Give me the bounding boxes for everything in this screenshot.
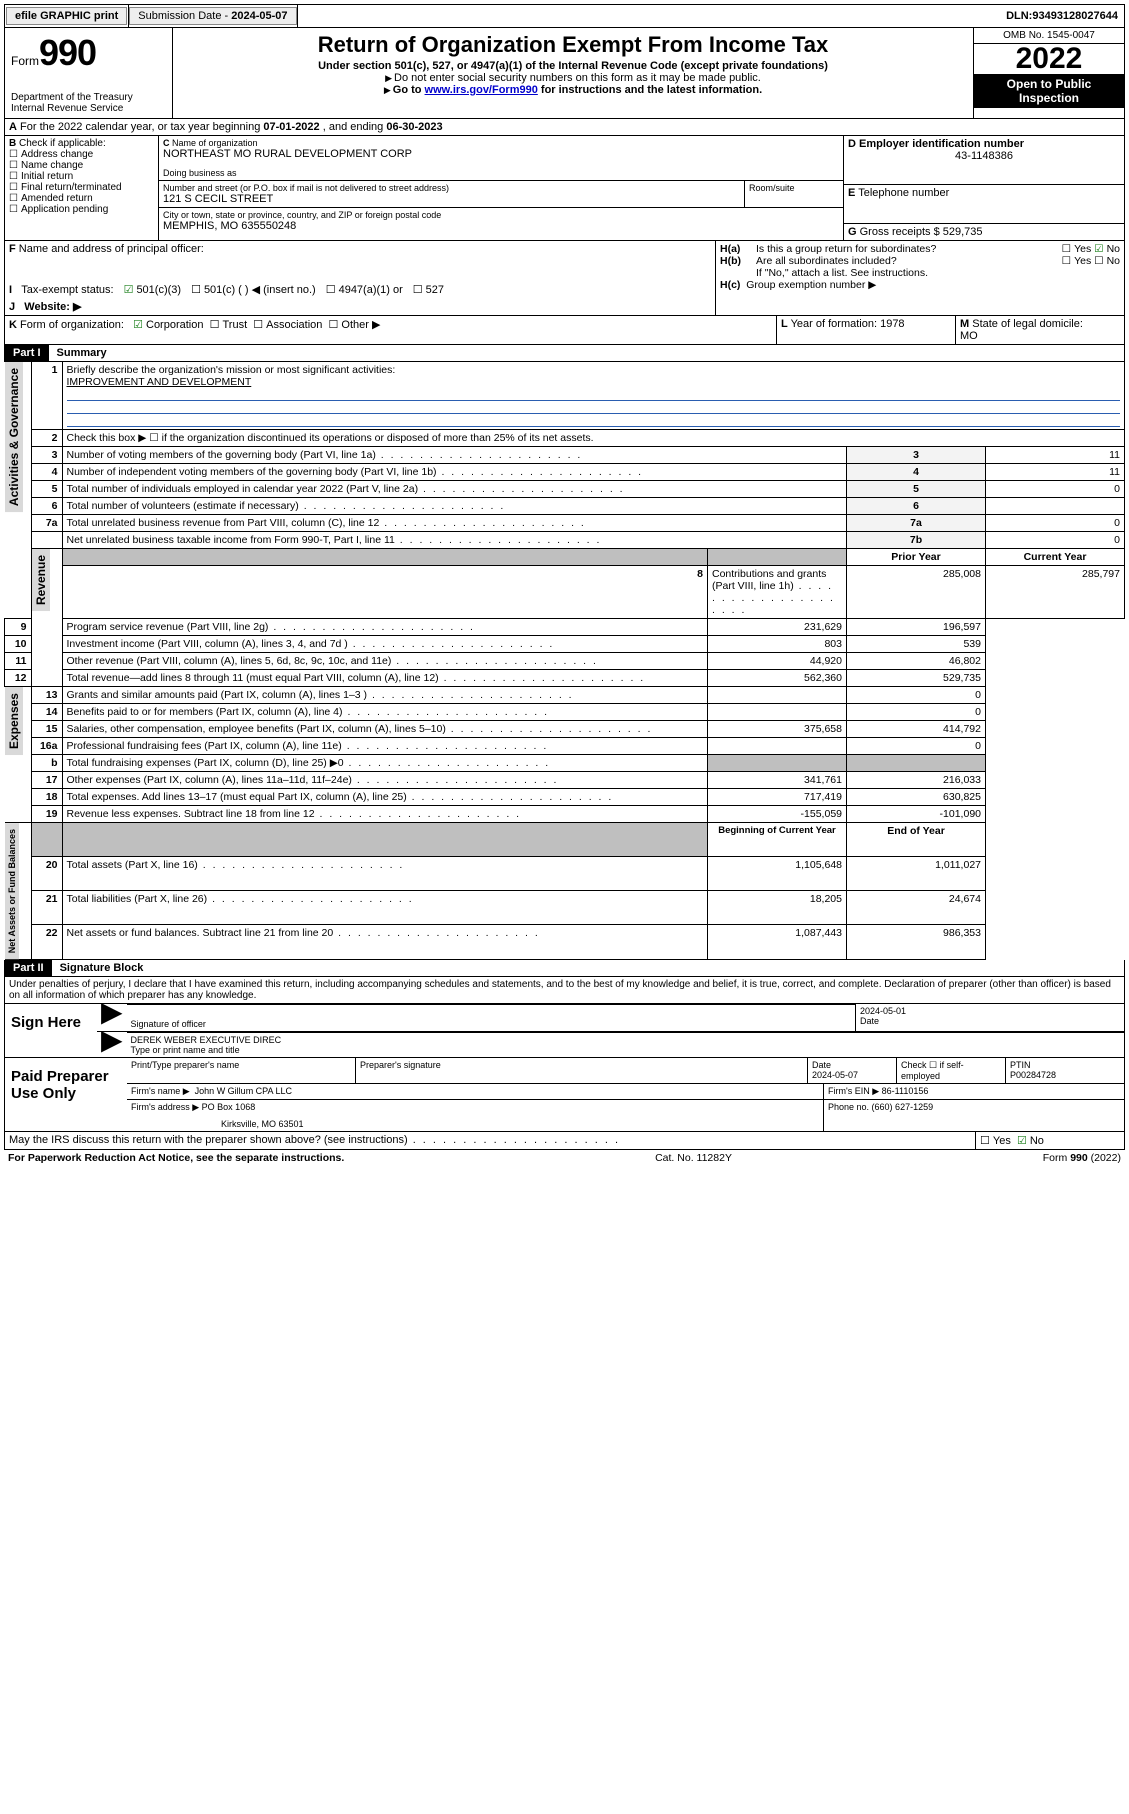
form-title: Return of Organization Exempt From Incom… bbox=[179, 32, 967, 58]
discuss-yes[interactable]: Yes bbox=[980, 1135, 1011, 1147]
discuss-no[interactable]: No bbox=[1017, 1135, 1044, 1147]
arrow-icon: ▶ bbox=[97, 1032, 127, 1057]
sign-here-block: Sign Here ▶ Signature of officer 2024-05… bbox=[4, 1004, 1125, 1058]
form-number: 990 bbox=[39, 32, 96, 73]
line-a: A For the 2022 calendar year, or tax yea… bbox=[4, 119, 1125, 136]
part-2-header: Part II bbox=[5, 960, 52, 976]
discuss-question: May the IRS discuss this return with the… bbox=[5, 1132, 976, 1149]
year-formation: 1978 bbox=[880, 318, 904, 330]
org-name: NORTHEAST MO RURAL DEVELOPMENT CORP bbox=[163, 148, 839, 160]
preparer-date: 2024-05-07 bbox=[812, 1070, 858, 1080]
chk-initial-return[interactable]: Initial return bbox=[9, 171, 73, 182]
firm-address: PO Box 1068 bbox=[202, 1102, 256, 1112]
paid-preparer-block: Paid Preparer Use Only Print/Type prepar… bbox=[4, 1058, 1125, 1132]
k-l-m-block: K Form of organization: Corporation Trus… bbox=[4, 316, 1125, 345]
f-h-block: F Name and address of principal officer:… bbox=[4, 241, 1125, 316]
page-footer: For Paperwork Reduction Act Notice, see … bbox=[4, 1150, 1125, 1166]
tax-year: 2022 bbox=[974, 44, 1124, 74]
chk-name-change[interactable]: Name change bbox=[9, 160, 83, 171]
firm-ein: 86-1110156 bbox=[882, 1086, 929, 1096]
chk-trust[interactable]: Trust bbox=[210, 319, 248, 331]
hb-no[interactable]: No bbox=[1094, 255, 1120, 267]
goto-note: Go to www.irs.gov/Form990 for instructio… bbox=[179, 84, 967, 96]
chk-501c3[interactable]: 501(c)(3) bbox=[124, 283, 182, 296]
form-header: Form990 Department of the Treasury Inter… bbox=[4, 28, 1125, 119]
ha-no[interactable]: No bbox=[1094, 243, 1120, 255]
dln: DLN: 93493128027644 bbox=[298, 5, 1124, 27]
section-b: B Check if applicable: Address change Na… bbox=[5, 136, 159, 240]
org-street: 121 S CECIL STREET bbox=[163, 193, 740, 205]
form990-link[interactable]: www.irs.gov/Form990 bbox=[425, 84, 538, 96]
part-2-title: Signature Block bbox=[52, 960, 152, 976]
form-label: Form bbox=[11, 54, 39, 68]
sidebar-netassets: Net Assets or Fund Balances bbox=[5, 823, 19, 959]
part-1-header: Part I bbox=[5, 345, 49, 361]
chk-527[interactable]: 527 bbox=[413, 283, 444, 296]
open-inspection: Open to PublicInspection bbox=[974, 74, 1124, 108]
chk-501c[interactable]: 501(c) ( ) ◀ (insert no.) bbox=[191, 283, 316, 296]
state-domicile: MO bbox=[960, 330, 978, 342]
officer-name: DEREK WEBER EXECUTIVE DIREC bbox=[131, 1035, 1120, 1045]
chk-corporation[interactable]: Corporation bbox=[133, 319, 203, 331]
chk-amended-return[interactable]: Amended return bbox=[9, 193, 93, 204]
mission-text: IMPROVEMENT AND DEVELOPMENT bbox=[67, 376, 252, 388]
sidebar-revenue: Revenue bbox=[32, 549, 50, 611]
submission-date-field: Submission Date - 2024-05-07 bbox=[129, 7, 296, 25]
chk-4947a1[interactable]: 4947(a)(1) or bbox=[326, 283, 403, 296]
chk-application-pending[interactable]: Application pending bbox=[9, 204, 108, 215]
irs-label: Internal Revenue Service bbox=[11, 103, 166, 114]
chk-address-change[interactable]: Address change bbox=[9, 149, 93, 160]
entity-block: B Check if applicable: Address change Na… bbox=[4, 136, 1125, 241]
summary-table: Activities & Governance 1 Briefly descri… bbox=[4, 362, 1125, 960]
chk-association[interactable]: Association bbox=[253, 319, 322, 331]
firm-name: John W Gillum CPA LLC bbox=[195, 1086, 292, 1096]
ptin: P00284728 bbox=[1010, 1070, 1056, 1080]
top-bar: efile GRAPHIC print Submission Date - 20… bbox=[4, 4, 1125, 28]
efile-print-button[interactable]: efile GRAPHIC print bbox=[6, 7, 127, 25]
hb-yes[interactable]: Yes bbox=[1062, 255, 1092, 267]
org-city: MEMPHIS, MO 635550248 bbox=[163, 220, 839, 232]
firm-phone: (660) 627-1259 bbox=[872, 1102, 934, 1112]
chk-other[interactable]: Other ▶ bbox=[329, 319, 381, 331]
form-section: Under section 501(c), 527, or 4947(a)(1)… bbox=[179, 60, 967, 72]
sign-here-label: Sign Here bbox=[5, 1004, 97, 1057]
ein: 43-1148386 bbox=[848, 150, 1120, 162]
ha-yes[interactable]: Yes bbox=[1062, 243, 1092, 255]
paid-preparer-label: Paid Preparer Use Only bbox=[5, 1058, 127, 1131]
room-suite-label: Room/suite bbox=[745, 181, 843, 207]
penalty-statement: Under penalties of perjury, I declare th… bbox=[4, 977, 1125, 1004]
sidebar-expenses: Expenses bbox=[5, 687, 23, 755]
chk-final-return[interactable]: Final return/terminated bbox=[9, 182, 122, 193]
ssn-note: Do not enter social security numbers on … bbox=[179, 72, 967, 84]
gross-receipts: 529,735 bbox=[943, 226, 983, 238]
self-employed-check[interactable]: Check ☐ if self-employed bbox=[897, 1058, 1006, 1083]
sidebar-governance: Activities & Governance bbox=[5, 362, 23, 512]
part-1-title: Summary bbox=[49, 345, 115, 361]
dept-treasury: Department of the Treasury bbox=[11, 92, 166, 103]
